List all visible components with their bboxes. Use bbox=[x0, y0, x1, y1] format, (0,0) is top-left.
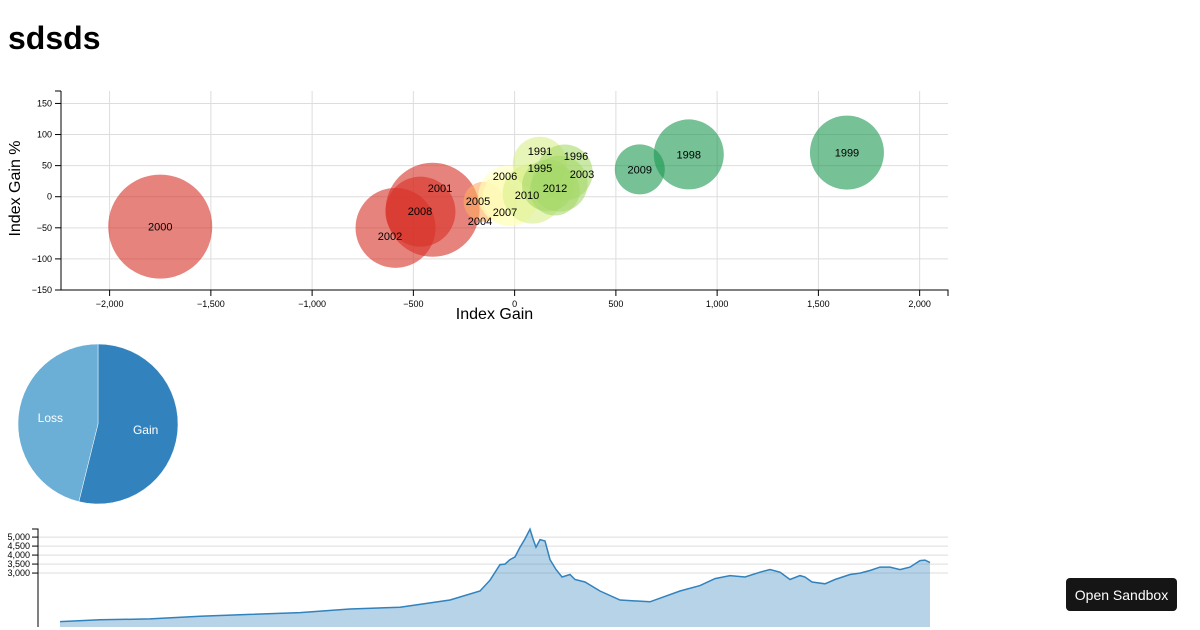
bubble-label: 2006 bbox=[493, 171, 517, 183]
x-tick-label: 2,000 bbox=[908, 299, 931, 309]
pie-label: Gain bbox=[133, 423, 158, 437]
bubble-chart: −2,000 −1,500 −1,000 −500 0 500 1,000 1,500 2,00… bbox=[7, 90, 949, 323]
y-tick-label: −50 bbox=[37, 223, 52, 233]
y-tick-label: 4,000 bbox=[7, 550, 30, 560]
y-tick-label: 100 bbox=[37, 130, 52, 140]
bubble-label: 2004 bbox=[468, 216, 492, 228]
pie-slice-loss bbox=[17, 343, 99, 502]
x-tick-label: 0 bbox=[512, 299, 517, 309]
bubble-label: 1995 bbox=[528, 163, 552, 175]
x-tick-label: 1,500 bbox=[807, 299, 830, 309]
bubble-label: 2001 bbox=[428, 183, 452, 195]
pie-chart: Gain Loss bbox=[17, 343, 179, 505]
bubble-2009 bbox=[614, 144, 665, 195]
open-sandbox-button[interactable]: Open Sandbox bbox=[1066, 578, 1177, 611]
bubble-label: 1991 bbox=[528, 146, 552, 158]
y-tick-label: −150 bbox=[32, 285, 52, 295]
bubble-2008 bbox=[385, 176, 456, 247]
bubble-1998 bbox=[653, 119, 724, 190]
bubble-label: 2008 bbox=[408, 206, 432, 218]
x-tick-label: 1,000 bbox=[706, 299, 729, 309]
bubble-label: 2003 bbox=[570, 169, 594, 181]
y-tick-label: 3,500 bbox=[7, 559, 30, 569]
axis-line bbox=[32, 528, 39, 627]
y-tick-label: 3,000 bbox=[7, 568, 30, 578]
axis-line bbox=[60, 91, 949, 296]
bubble-label: 2010 bbox=[515, 190, 539, 202]
bubble-label: 1996 bbox=[564, 151, 588, 163]
bubble-label: 1999 bbox=[835, 148, 859, 160]
y-tick-label: −100 bbox=[32, 254, 52, 264]
page-title: sdsds bbox=[8, 20, 101, 56]
bubble-2000 bbox=[108, 174, 213, 279]
y-tick-label: 150 bbox=[37, 98, 52, 108]
area-line bbox=[59, 527, 931, 623]
x-tick-label: −500 bbox=[403, 299, 423, 309]
x-axis-title: Index Gain bbox=[456, 306, 533, 323]
x-tick-label: −2,000 bbox=[96, 299, 124, 309]
bubble-label: 2002 bbox=[378, 231, 402, 243]
y-tick-label: 4,500 bbox=[7, 541, 30, 551]
y-tick-label: 50 bbox=[42, 161, 52, 171]
x-tick-label: 500 bbox=[608, 299, 623, 309]
bubble-1999 bbox=[809, 115, 884, 190]
bubble-label: 2005 bbox=[466, 196, 490, 208]
bubble-label: 2012 bbox=[543, 183, 567, 195]
x-tick-label: −1,500 bbox=[197, 299, 225, 309]
bubble-label: 2009 bbox=[628, 164, 652, 176]
bubble-2012 bbox=[529, 165, 580, 216]
y-tick-label: 5,000 bbox=[7, 532, 30, 542]
pie-slice-gain bbox=[78, 343, 179, 505]
bubble-label: 2000 bbox=[148, 222, 172, 234]
pie-label: Loss bbox=[38, 411, 63, 425]
bubble-label: 1998 bbox=[677, 149, 701, 161]
y-axis-title: Index Gain % bbox=[7, 140, 24, 236]
y-tick-label: 0 bbox=[47, 192, 52, 202]
area-fill bbox=[60, 529, 930, 627]
x-tick-label: −1,000 bbox=[298, 299, 326, 309]
bubble-label: 2007 bbox=[493, 207, 517, 219]
